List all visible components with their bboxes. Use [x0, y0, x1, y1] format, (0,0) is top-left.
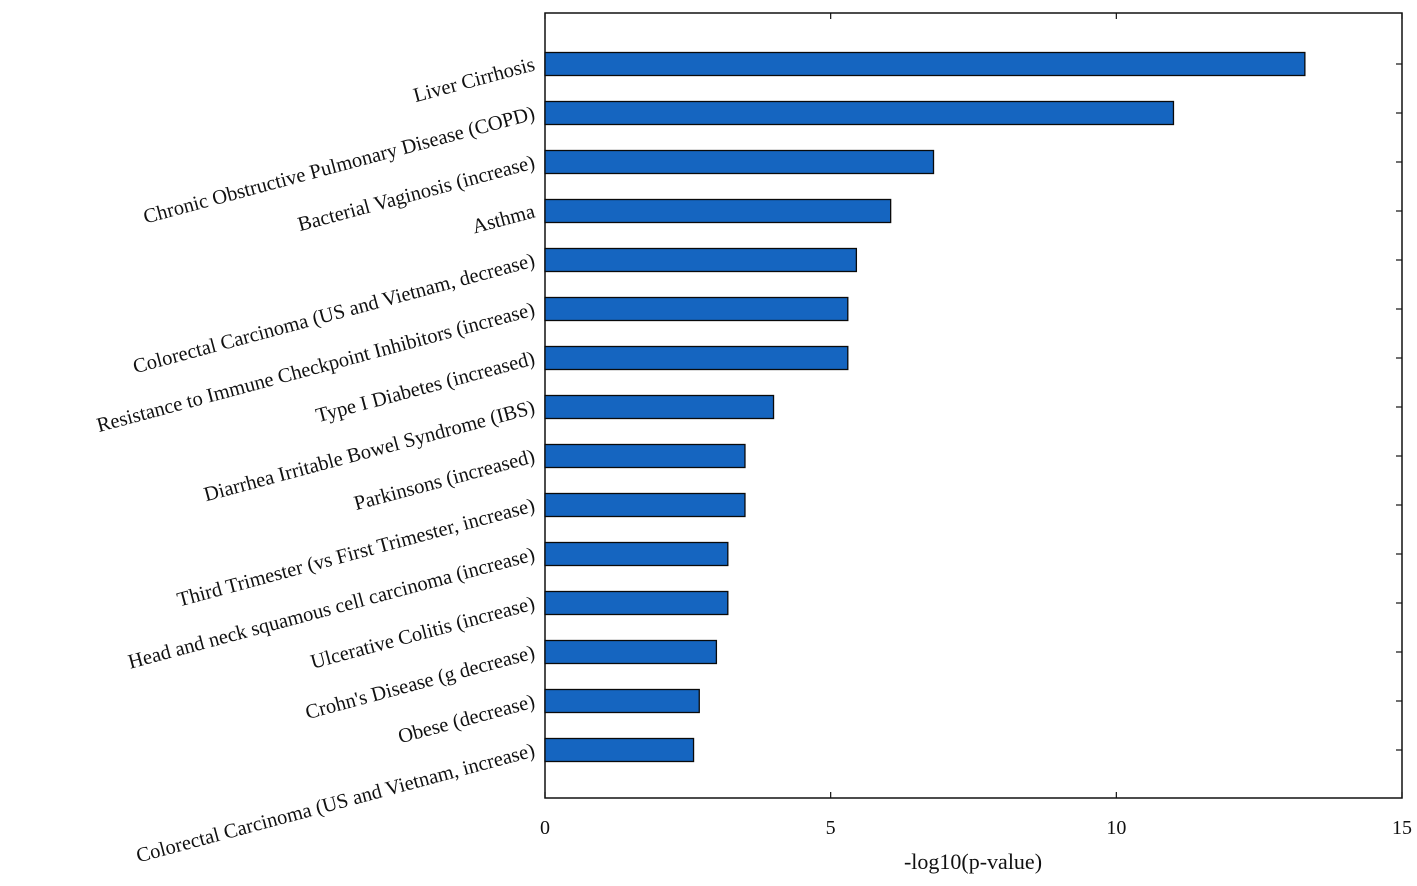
category-label: Asthma [470, 201, 537, 239]
bar [544, 541, 729, 567]
x-tick-label: 15 [1392, 817, 1412, 839]
bar [544, 492, 746, 518]
bar [544, 296, 849, 322]
bar [544, 100, 1175, 126]
bar [544, 247, 858, 273]
bar [544, 345, 849, 371]
bar [544, 688, 700, 714]
bar [544, 149, 935, 175]
bars [544, 51, 1306, 763]
x-tick-label: 5 [826, 817, 836, 839]
bar [544, 198, 892, 224]
bar [544, 639, 718, 665]
category-label: Liver Cirrhosis [411, 54, 537, 108]
bar [544, 443, 746, 469]
x-tick-label: 10 [1106, 817, 1126, 839]
bar [544, 590, 729, 616]
x-axis-title: -log10(p-value) [904, 849, 1042, 874]
category-label: Obese (decrease) [396, 691, 537, 749]
category-label: Colorectal Carcinoma (US and Vietnam, in… [134, 740, 537, 868]
bar [544, 394, 775, 420]
x-axis-ticks: 0 5 10 15 [540, 13, 1412, 839]
bar [544, 737, 695, 763]
x-tick-label: 0 [540, 817, 550, 839]
bar [544, 51, 1306, 77]
